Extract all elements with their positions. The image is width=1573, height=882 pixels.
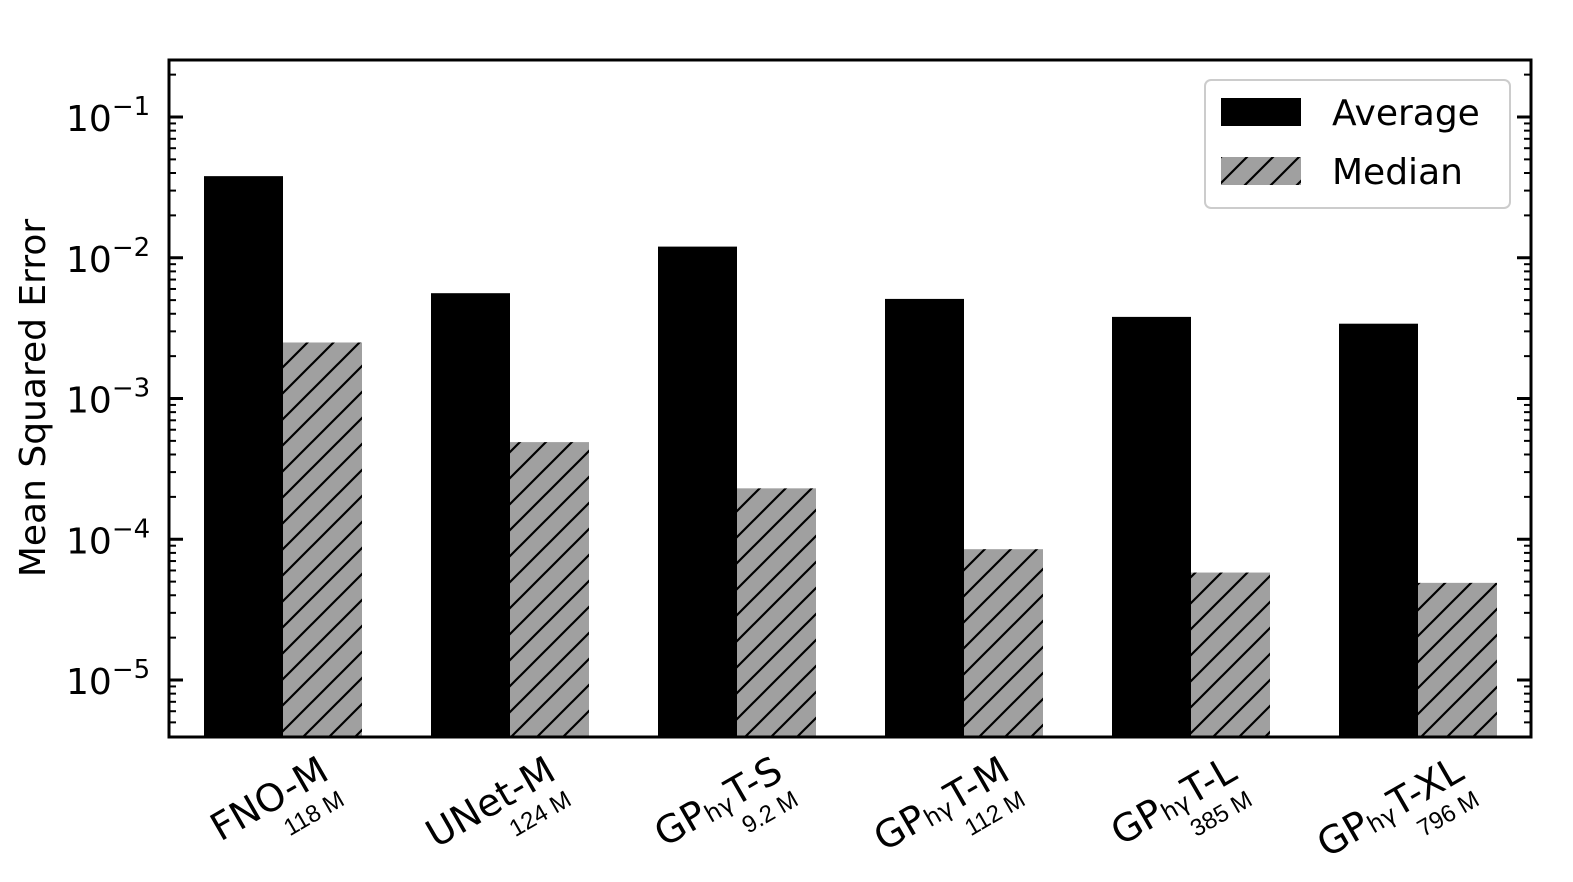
bar-median-3 <box>964 549 1043 737</box>
bar-median-1 <box>510 442 589 737</box>
bar-average-4 <box>1112 316 1191 737</box>
bar-average-5 <box>1339 323 1418 737</box>
bars-layer <box>204 176 1497 738</box>
plot-frame <box>167 58 1533 739</box>
bar-median-2 <box>737 488 816 737</box>
y-tick-label: 10−4 <box>66 514 150 562</box>
bar-median-0 <box>283 342 362 737</box>
bar-average-0 <box>204 176 283 738</box>
legend-label-average: Average <box>1332 93 1480 134</box>
x-tick-label-2: GPhγT-S9.2 M <box>647 748 803 856</box>
legend-label-median: Median <box>1332 152 1463 193</box>
y-tick-label: 10−2 <box>66 233 150 281</box>
bar-median-5 <box>1418 582 1497 737</box>
bar-average-1 <box>431 293 510 737</box>
y-tick-label: 10−5 <box>66 655 150 703</box>
y-tick-label: 10−1 <box>66 92 150 140</box>
y-ticks-layer: 10−1 10−2 10−3 10−4 10−5 <box>66 73 1531 724</box>
bar-median-4 <box>1191 572 1270 737</box>
legend-swatch-average <box>1221 98 1301 126</box>
y-axis-title: Mean Squared Error <box>13 219 54 578</box>
bar-average-2 <box>658 246 737 738</box>
legend: Average Median <box>1204 79 1511 209</box>
bar-average-3 <box>885 298 964 737</box>
legend-swatch-median <box>1221 157 1301 185</box>
y-tick-label: 10−3 <box>66 374 150 422</box>
